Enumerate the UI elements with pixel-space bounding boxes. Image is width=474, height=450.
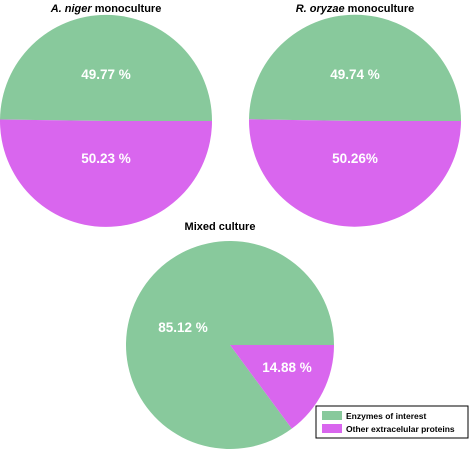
chart-title-mixed-culture: Mixed culture xyxy=(185,221,256,233)
pie-mixed-culture xyxy=(126,240,335,449)
pie-slice-enzymes xyxy=(126,240,335,449)
pie-slice-enzymes xyxy=(249,14,462,122)
slice-label-other-a-niger: 50.23 % xyxy=(81,151,131,166)
legend-swatch-other xyxy=(322,424,342,433)
pie-r-oryzae xyxy=(249,14,462,227)
pie-slice-enzymes xyxy=(0,14,213,122)
legend-label-other: Other extracelular proteins xyxy=(346,424,455,434)
pie-slice-other xyxy=(249,119,461,227)
pie-slice-other xyxy=(0,119,213,227)
pie-chart-mixed-culture: Mixed culture 85.12 % 14.88 % xyxy=(126,221,335,449)
slice-label-other-r-oryzae: 50.26% xyxy=(332,151,378,166)
legend-swatch-enzymes xyxy=(322,411,342,420)
legend-label-enzymes: Enzymes of interest xyxy=(346,411,426,421)
slice-label-enzymes-r-oryzae: 49.74 % xyxy=(330,67,380,82)
slice-label-enzymes-mixed: 85.12 % xyxy=(158,320,208,335)
pie-chart-r-oryzae: R. oryzae monoculture 49.74 % 50.26% xyxy=(249,3,462,227)
chart-title-a-niger: A. niger monoculture xyxy=(50,3,162,15)
chart-title-r-oryzae: R. oryzae monoculture xyxy=(296,3,415,15)
pie-a-niger xyxy=(0,14,213,227)
legend: Enzymes of interest Other extracelular p… xyxy=(315,405,469,439)
pie-slice-other xyxy=(230,345,334,429)
slice-label-enzymes-a-niger: 49.77 % xyxy=(81,67,131,82)
pie-chart-a-niger: A. niger monoculture 49.77 % 50.23 % xyxy=(0,3,213,227)
slice-label-other-mixed: 14.88 % xyxy=(262,360,312,375)
